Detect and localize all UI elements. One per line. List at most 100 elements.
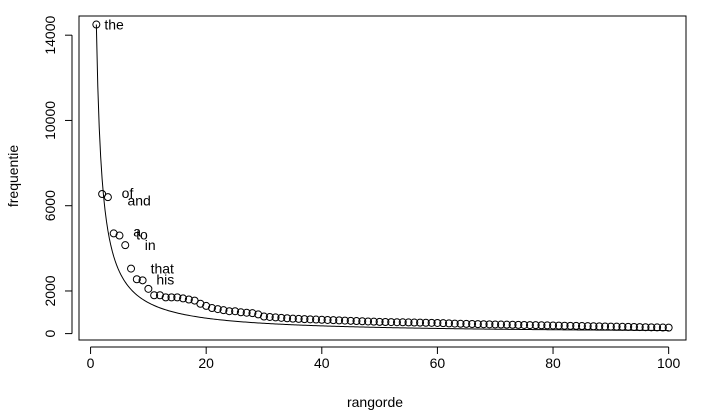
plot-area-frame	[78, 15, 687, 341]
data-point	[288, 314, 297, 323]
data-point	[306, 315, 315, 324]
data-point	[525, 321, 534, 330]
data-point	[572, 321, 581, 330]
data-point	[92, 20, 101, 29]
data-point	[231, 307, 240, 316]
data-point	[196, 299, 205, 308]
data-point	[612, 322, 621, 331]
data-point	[404, 318, 413, 327]
data-point	[369, 317, 378, 326]
data-point	[508, 320, 517, 329]
data-point	[410, 318, 419, 327]
word-label: the	[104, 17, 124, 33]
data-point	[213, 305, 222, 314]
fit-curve-line	[95, 24, 669, 332]
data-point	[300, 315, 309, 324]
x-tick-label: 60	[430, 355, 446, 371]
data-point	[468, 320, 477, 329]
data-point	[150, 291, 159, 300]
data-point	[254, 310, 263, 319]
x-tick-label: 80	[545, 355, 561, 371]
data-point	[329, 316, 338, 325]
word-label: of	[122, 185, 134, 201]
data-point	[658, 323, 667, 332]
data-point	[225, 307, 234, 316]
data-point	[144, 284, 153, 293]
data-point	[381, 317, 390, 326]
data-point	[606, 322, 615, 331]
x-tick-label: 0	[87, 355, 95, 371]
data-point	[543, 321, 552, 330]
data-point	[127, 264, 136, 273]
data-point	[601, 322, 610, 331]
data-point	[554, 321, 563, 330]
x-tick-label: 100	[657, 355, 681, 371]
data-point	[456, 319, 465, 328]
data-point	[138, 276, 147, 285]
word-label: to	[136, 226, 148, 242]
data-point	[589, 322, 598, 331]
data-point	[242, 308, 251, 317]
data-point	[462, 319, 471, 328]
data-point	[485, 320, 494, 329]
data-point	[179, 294, 188, 303]
data-point	[346, 316, 355, 325]
y-tick-label: 10000	[42, 101, 58, 140]
data-point	[271, 313, 280, 322]
data-point	[577, 322, 586, 331]
data-point	[421, 318, 430, 327]
data-point	[566, 321, 575, 330]
data-point	[375, 317, 384, 326]
data-point	[236, 308, 245, 317]
data-point	[364, 317, 373, 326]
data-point	[121, 241, 130, 250]
data-point	[439, 319, 448, 328]
data-point	[392, 318, 401, 327]
data-point	[583, 322, 592, 331]
data-point	[497, 320, 506, 329]
data-point	[352, 317, 361, 326]
data-point	[502, 320, 511, 329]
data-point	[520, 320, 529, 329]
data-point	[167, 293, 176, 302]
data-point	[358, 317, 367, 326]
data-point	[433, 318, 442, 327]
data-point	[312, 315, 321, 324]
data-point	[219, 306, 228, 315]
data-point	[132, 275, 141, 284]
y-tick-label: 0	[42, 330, 58, 338]
y-axis: 0 2000 6000 10000 14000	[42, 16, 73, 338]
data-point	[155, 291, 164, 300]
data-point	[635, 323, 644, 332]
data-point	[202, 301, 211, 310]
data-point	[618, 322, 627, 331]
data-point	[450, 319, 459, 328]
y-axis-title: frequentie	[5, 145, 21, 207]
data-point	[248, 309, 257, 318]
data-point	[294, 314, 303, 323]
data-point	[444, 319, 453, 328]
word-label: his	[156, 271, 174, 287]
data-points	[92, 20, 673, 332]
data-point	[560, 321, 569, 330]
data-point	[173, 293, 182, 302]
word-label: a	[133, 223, 141, 239]
data-point	[398, 318, 407, 327]
data-point	[427, 318, 436, 327]
data-point	[317, 315, 326, 324]
data-point	[624, 322, 633, 331]
data-point	[653, 323, 662, 332]
data-point	[647, 323, 656, 332]
data-point	[340, 316, 349, 325]
x-tick-label: 40	[314, 355, 330, 371]
data-point	[641, 323, 650, 332]
word-label: in	[145, 237, 156, 253]
data-point	[549, 321, 558, 330]
data-point	[115, 231, 124, 240]
data-point	[323, 315, 332, 324]
data-point	[161, 293, 170, 302]
data-point	[514, 320, 523, 329]
data-point	[207, 304, 216, 313]
